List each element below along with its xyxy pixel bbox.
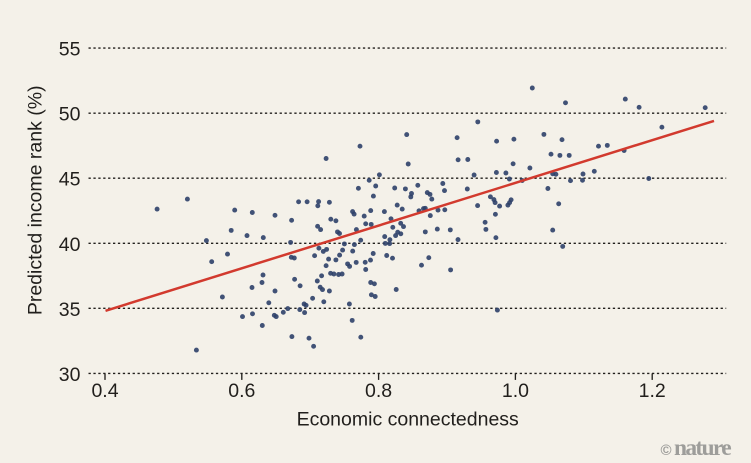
svg-text:0.8: 0.8 xyxy=(365,380,392,402)
svg-text:35: 35 xyxy=(59,299,81,321)
svg-text:©: © xyxy=(661,442,672,459)
svg-text:1.0: 1.0 xyxy=(502,380,529,402)
svg-text:55: 55 xyxy=(59,39,81,61)
svg-text:40: 40 xyxy=(59,234,81,256)
svg-text:50: 50 xyxy=(59,104,81,126)
svg-text:Economic connectedness: Economic connectedness xyxy=(297,409,519,431)
svg-text:1.2: 1.2 xyxy=(639,380,666,402)
svg-text:45: 45 xyxy=(59,169,81,191)
svg-text:30: 30 xyxy=(59,364,81,386)
svg-text:0.6: 0.6 xyxy=(228,380,255,402)
svg-text:0.4: 0.4 xyxy=(91,380,118,402)
svg-text:Predicted income rank (%): Predicted income rank (%) xyxy=(25,85,47,315)
svg-text:nature: nature xyxy=(674,435,731,461)
